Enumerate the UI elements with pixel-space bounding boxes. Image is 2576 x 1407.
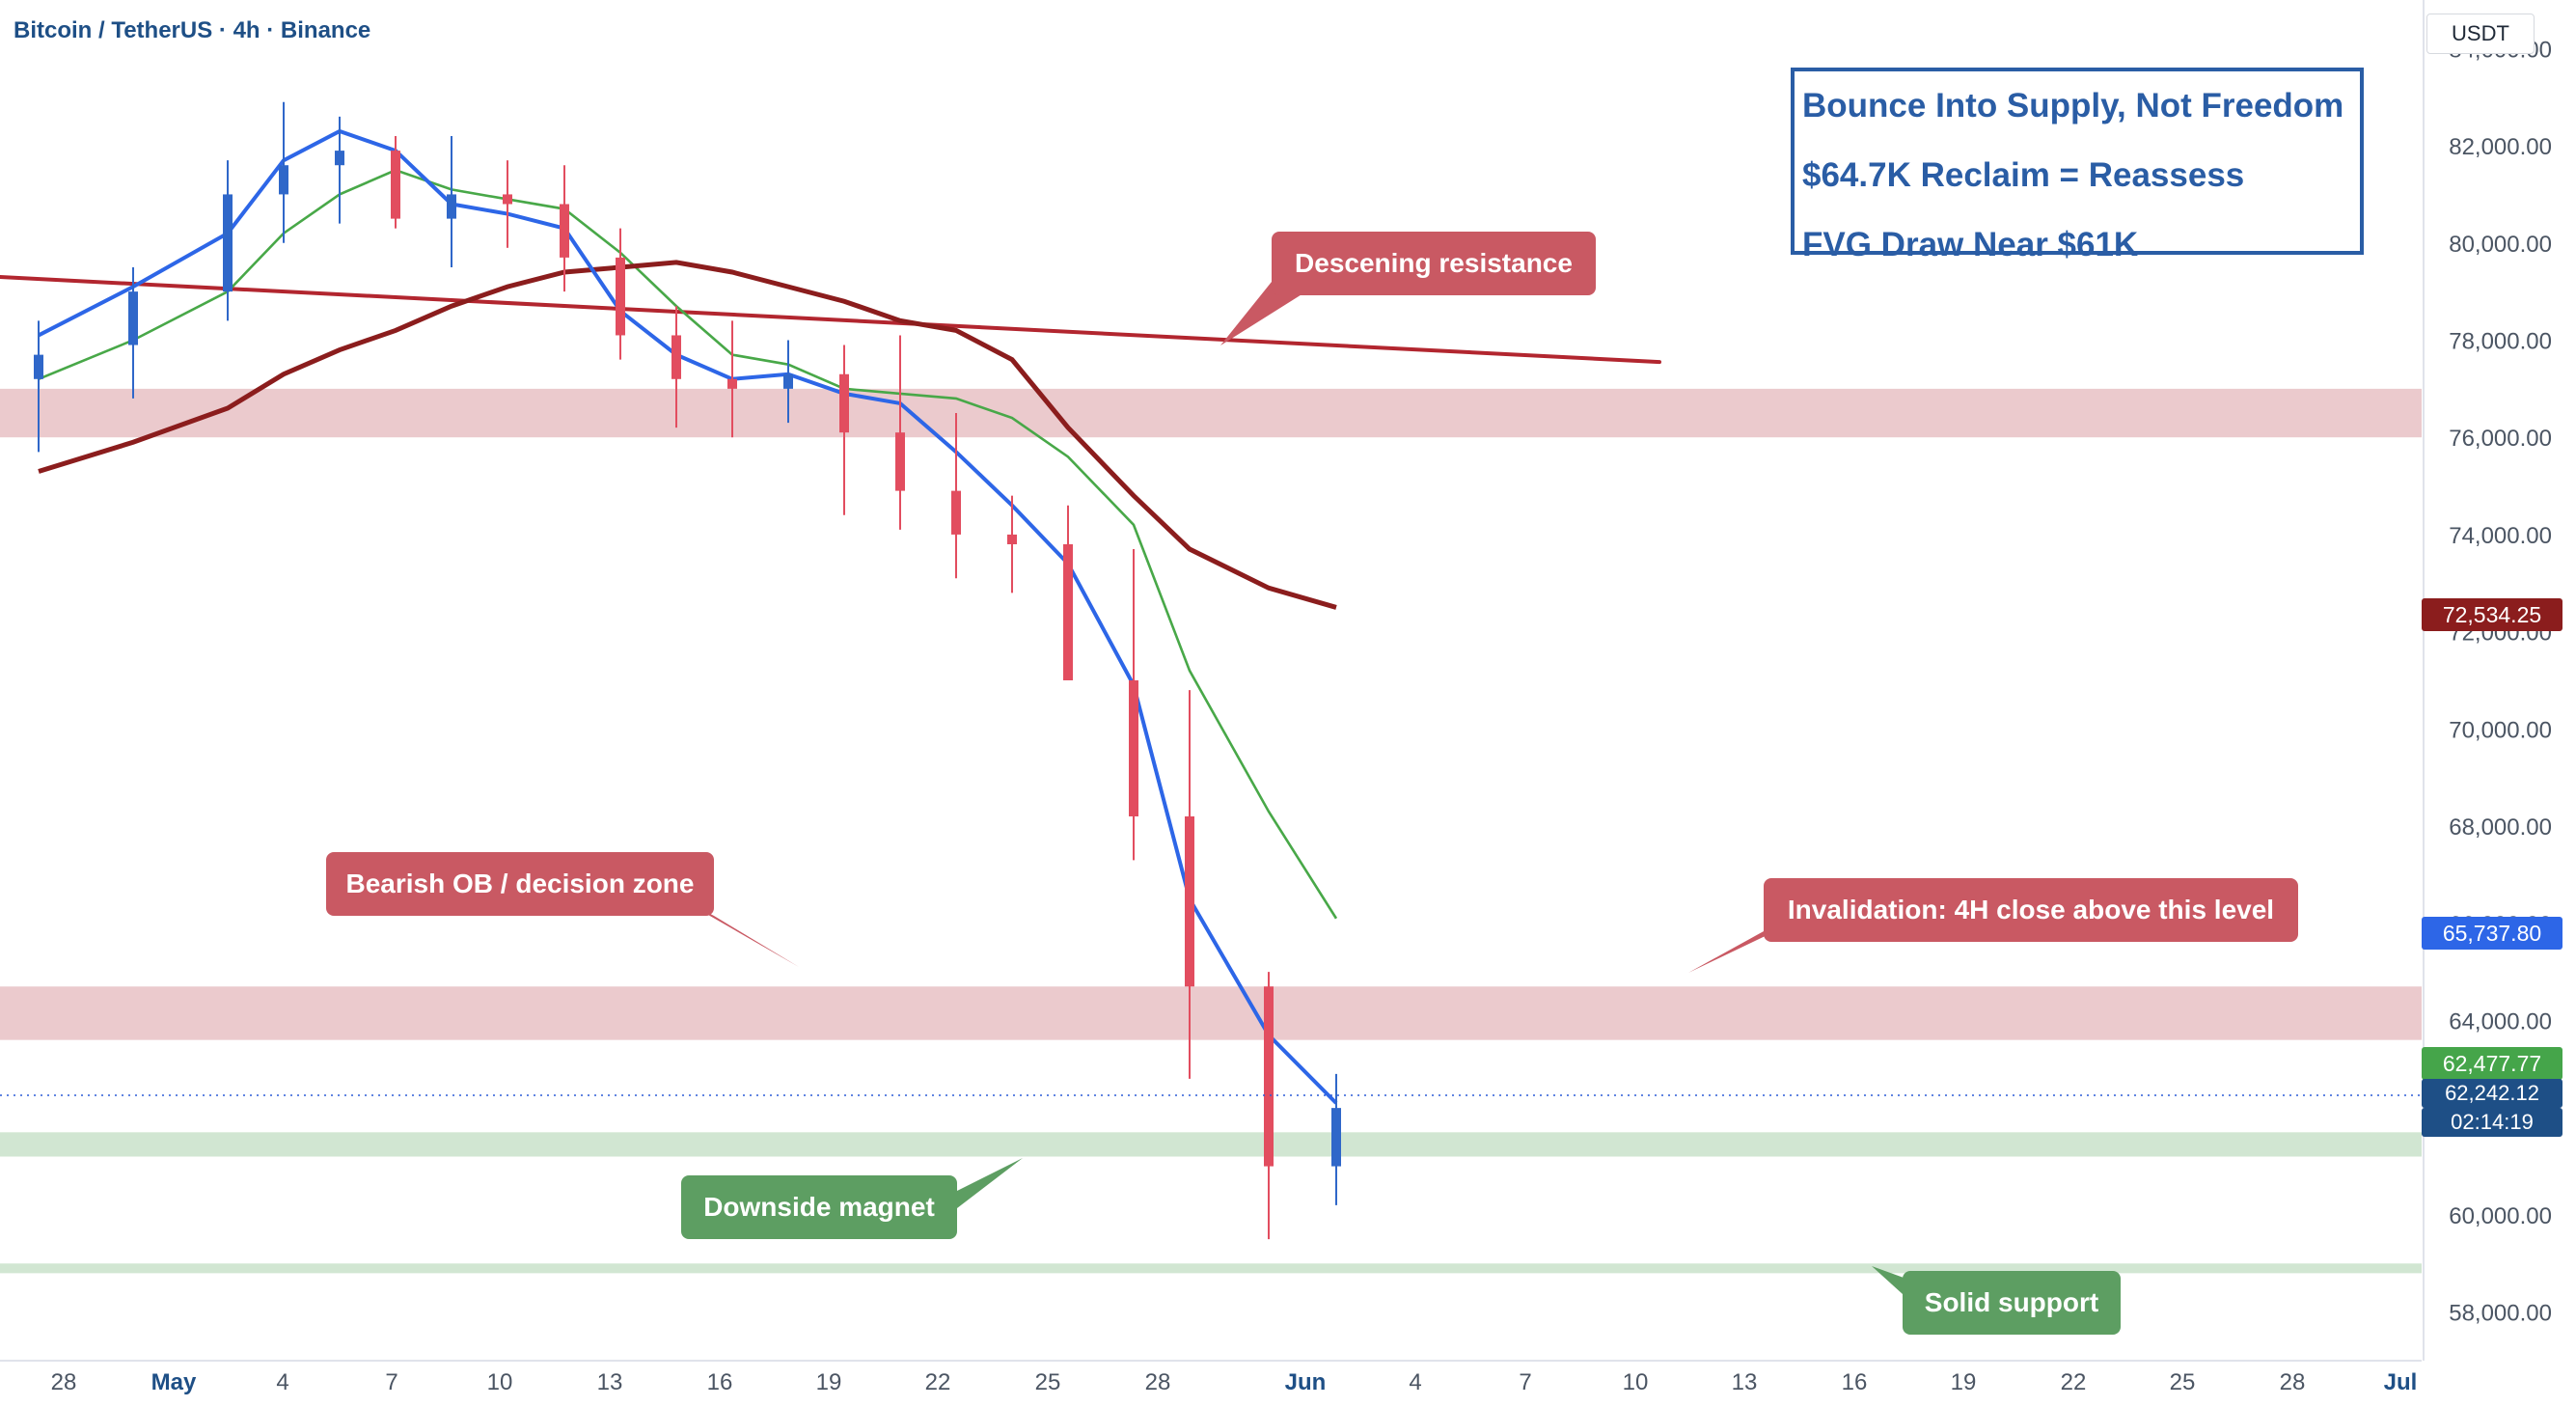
x-tick-label: 25 bbox=[1035, 1369, 1061, 1395]
x-tick-label: 16 bbox=[707, 1369, 733, 1395]
x-tick-label: 13 bbox=[597, 1369, 623, 1395]
candle-body bbox=[391, 151, 400, 219]
candle-body bbox=[1007, 534, 1017, 544]
candle-body bbox=[1129, 680, 1138, 816]
y-tick-label: 60,000.00 bbox=[2449, 1203, 2552, 1229]
current-price-label: 62,477.77 bbox=[2422, 1047, 2562, 1080]
x-tick-label: 28 bbox=[51, 1369, 77, 1395]
support-zone-3 bbox=[0, 1132, 2422, 1157]
x-tick-label: 4 bbox=[1409, 1369, 1421, 1395]
descending-resistance-callout: Descening resistance bbox=[1272, 232, 1596, 295]
candle-body bbox=[839, 373, 849, 433]
y-tick-label: 76,000.00 bbox=[2449, 426, 2552, 452]
x-tick-label: 28 bbox=[2280, 1369, 2306, 1395]
candle-body bbox=[279, 165, 288, 195]
x-tick-label: May bbox=[151, 1369, 197, 1395]
ma200-price-label: 72,534.25 bbox=[2422, 598, 2562, 631]
y-tick-label: 64,000.00 bbox=[2449, 1009, 2552, 1035]
bid-price-label: 62,242.12 bbox=[2422, 1079, 2562, 1108]
callout-pointer-1 bbox=[1220, 282, 1322, 345]
candle-body bbox=[951, 490, 961, 535]
candle-body bbox=[1185, 816, 1194, 987]
candle-body bbox=[671, 335, 681, 379]
descending-resistance-line bbox=[0, 275, 1661, 365]
candle-body bbox=[335, 151, 344, 166]
ma20-line bbox=[38, 168, 1338, 920]
x-tick-label: 16 bbox=[1842, 1369, 1868, 1395]
solid-support-callout: Solid support bbox=[1903, 1271, 2121, 1335]
y-tick-label: 68,000.00 bbox=[2449, 814, 2552, 841]
support-zone-4 bbox=[0, 1263, 2422, 1274]
candle-body bbox=[616, 257, 625, 336]
candle-body bbox=[727, 378, 737, 389]
x-tick-label: 7 bbox=[1519, 1369, 1531, 1395]
y-tick-label: 70,000.00 bbox=[2449, 717, 2552, 743]
y-tick-label: 82,000.00 bbox=[2449, 134, 2552, 160]
candle-body bbox=[447, 194, 456, 219]
x-tick-label: 4 bbox=[276, 1369, 288, 1395]
supply-zone-1 bbox=[0, 986, 2422, 1040]
headline-line-2: $64.7K Reclaim = Reassess bbox=[1802, 156, 2245, 194]
x-tick-label: Jun bbox=[1285, 1369, 1327, 1395]
candle-body bbox=[1264, 986, 1274, 1167]
headline-line-3: FVG Draw Near $61K bbox=[1802, 226, 2139, 263]
y-tick-label: 78,000.00 bbox=[2449, 329, 2552, 355]
headline-line-1: Bounce Into Supply, Not Freedom bbox=[1802, 87, 2344, 124]
symbol-title: Bitcoin / TetherUS · 4h · Binance bbox=[14, 17, 371, 43]
candle-body bbox=[895, 432, 905, 491]
x-tick-label: 22 bbox=[925, 1369, 951, 1395]
candle-body bbox=[223, 194, 233, 292]
y-tick-label: 58,000.00 bbox=[2449, 1301, 2552, 1327]
ma50-line bbox=[38, 128, 1338, 1105]
x-tick-label: 28 bbox=[1145, 1369, 1171, 1395]
candle-body bbox=[560, 204, 569, 258]
x-tick-label: 22 bbox=[2061, 1369, 2087, 1395]
headline-box: Bounce Into Supply, Not Freedom $64.7K R… bbox=[1791, 68, 2364, 263]
x-tick-label: 10 bbox=[1623, 1369, 1649, 1395]
y-tick-label: 80,000.00 bbox=[2449, 232, 2552, 258]
bearish-ob-callout: Bearish OB / decision zone bbox=[326, 852, 714, 916]
callout-pointer-3 bbox=[1688, 931, 1775, 973]
candle-body bbox=[128, 291, 138, 345]
x-tick-label: 19 bbox=[816, 1369, 842, 1395]
ma50-price-label: 65,737.80 bbox=[2422, 917, 2562, 950]
candle-body bbox=[503, 194, 512, 205]
downside-magnet-callout: Downside magnet bbox=[681, 1175, 957, 1239]
supply-zone-2 bbox=[0, 388, 2422, 438]
countdown-label: 02:14:19 bbox=[2422, 1108, 2562, 1137]
candle-body bbox=[34, 354, 43, 379]
x-tick-label: 19 bbox=[1951, 1369, 1977, 1395]
callout-pointer-4 bbox=[957, 1158, 1023, 1208]
candle-body bbox=[783, 373, 793, 389]
y-tick-label: 74,000.00 bbox=[2449, 523, 2552, 549]
invalidation-callout: Invalidation: 4H close above this level bbox=[1764, 878, 2298, 942]
candle-body bbox=[1331, 1108, 1341, 1167]
x-tick-label: Jul bbox=[2384, 1369, 2418, 1395]
x-tick-label: 7 bbox=[385, 1369, 397, 1395]
candle-body bbox=[1063, 544, 1073, 680]
x-tick-label: 25 bbox=[2170, 1369, 2196, 1395]
currency-selector[interactable]: USDT bbox=[2426, 14, 2535, 54]
ma200-line bbox=[38, 260, 1337, 610]
x-tick-label: 10 bbox=[487, 1369, 513, 1395]
x-tick-label: 13 bbox=[1732, 1369, 1758, 1395]
